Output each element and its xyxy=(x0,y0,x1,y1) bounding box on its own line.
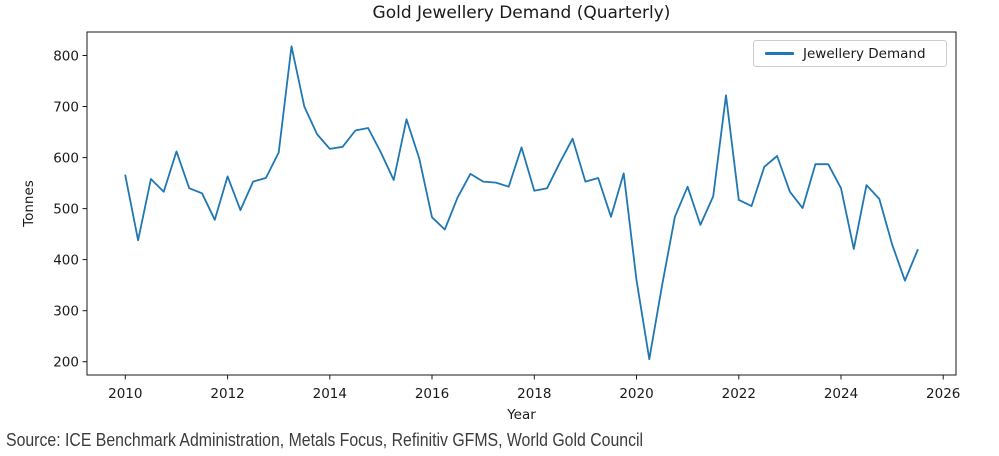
x-tick-label-2012: 2012 xyxy=(210,386,244,402)
legend-line-icon xyxy=(765,52,794,55)
legend: Jewellery Demand xyxy=(753,40,947,67)
y-tick-label-500: 500 xyxy=(53,201,79,217)
source-text: Source: ICE Benchmark Administration, Me… xyxy=(6,430,644,450)
x-tick-label-2014: 2014 xyxy=(313,386,347,402)
x-tick-label-2024: 2024 xyxy=(824,386,858,402)
y-tick-label-600: 600 xyxy=(53,150,79,166)
jewellery-demand-line xyxy=(124,45,919,361)
x-tick-label-2022: 2022 xyxy=(722,386,756,402)
plot-border xyxy=(86,31,957,376)
y-tick-label-400: 400 xyxy=(53,252,79,268)
y-tick-label-200: 200 xyxy=(53,355,79,371)
x-tick-label-2016: 2016 xyxy=(415,386,449,402)
y-axis-label: Tonnes xyxy=(21,180,37,228)
x-tick-label-2020: 2020 xyxy=(619,386,653,402)
plot-area: 2010 2012 2014 2016 2018 2020 2022 2024 2026 200 3… xyxy=(21,31,960,423)
x-axis-label: Year xyxy=(506,407,536,423)
x-tick-label-2026: 2026 xyxy=(926,386,960,402)
y-tick-label-700: 700 xyxy=(53,99,79,115)
chart-svg: 2010 2012 2014 2016 2018 2020 2022 2024 2026 200 3… xyxy=(21,31,960,423)
legend-label: Jewellery Demand xyxy=(803,45,926,62)
y-tick-label-800: 800 xyxy=(53,48,79,64)
y-tick-label-300: 300 xyxy=(53,304,79,320)
x-tick-label-2010: 2010 xyxy=(108,386,142,402)
chart-title: Gold Jewellery Demand (Quarterly) xyxy=(372,3,671,23)
x-tick-label-2018: 2018 xyxy=(517,386,551,402)
